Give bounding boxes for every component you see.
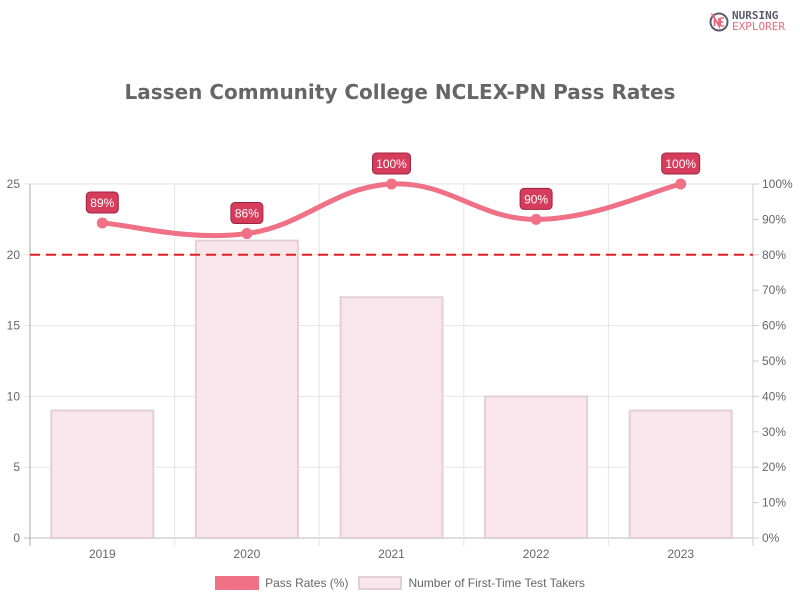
- x-tick-label: 2023: [667, 547, 694, 561]
- pass-rate-point-2021[interactable]: [386, 178, 397, 190]
- data-label-text: 100%: [665, 157, 696, 171]
- right-tick-label: 0%: [762, 531, 780, 545]
- x-tick-label: 2021: [378, 547, 405, 561]
- legend-label-pass-rates: Pass Rates (%): [265, 576, 349, 590]
- bar-2022[interactable]: [484, 395, 589, 539]
- left-tick-label: 25: [7, 177, 21, 191]
- right-tick-label: 70%: [762, 283, 786, 297]
- left-tick-label: 15: [7, 319, 21, 333]
- left-tick-label: 0: [13, 531, 20, 545]
- bar-2021[interactable]: [339, 296, 444, 539]
- right-tick-label: 40%: [762, 389, 786, 403]
- logo-line-2: EXPLORER: [732, 20, 785, 33]
- right-tick-label: 90%: [762, 212, 786, 226]
- data-label-text: 90%: [524, 192, 548, 206]
- data-label-text: 89%: [90, 196, 114, 210]
- pass-rate-point-2023[interactable]: [675, 178, 687, 190]
- pass-rate-point-2019[interactable]: [96, 217, 108, 229]
- nursing-explorer-logo: NURSING EXPLORER: [708, 8, 798, 36]
- right-tick-label: 100%: [762, 177, 793, 191]
- data-label-text: 100%: [376, 157, 407, 171]
- x-tick-label: 2022: [523, 547, 550, 561]
- data-label-text: 86%: [235, 207, 259, 221]
- right-tick-label: 80%: [762, 248, 786, 262]
- legend-item-test-takers[interactable]: Number of First-Time Test Takers: [358, 576, 585, 590]
- data-label-box: [372, 152, 411, 175]
- legend-item-pass-rates[interactable]: Pass Rates (%): [215, 576, 348, 590]
- data-labels: 89% 86% 100% 90% 100%: [85, 152, 701, 225]
- bar-series: [50, 239, 733, 539]
- data-label-box: [661, 152, 701, 175]
- left-tick-label: 20: [7, 248, 21, 262]
- bar-2023[interactable]: [628, 409, 733, 539]
- legend-swatch-line: [215, 576, 260, 590]
- x-tick-label: 2019: [89, 547, 116, 561]
- logo-line-1: NURSING: [732, 9, 779, 22]
- right-tick-label: 30%: [762, 425, 786, 439]
- logo-mark-icon: [709, 12, 729, 32]
- bar-2020[interactable]: [194, 239, 299, 539]
- right-tick-label: 10%: [762, 496, 786, 510]
- legend-swatch-bar: [358, 576, 403, 590]
- left-tick-label: 10: [7, 389, 21, 403]
- data-label-box: [85, 191, 119, 214]
- chart-title: Lassen Community College NCLEX-PN Pass R…: [124, 80, 676, 104]
- pass-rate-line: [99, 181, 684, 239]
- axes: 0 5 10 15 20 25 0% 10% 20% 30% 40% 50% 60% 70% 80% 90% 1…: [7, 177, 793, 561]
- pass-rate-point-2022[interactable]: [530, 213, 542, 225]
- left-tick-label: 5: [13, 460, 20, 474]
- right-tick-label: 60%: [762, 319, 786, 333]
- legend: Pass Rates (%) Number of First-Time Test…: [0, 576, 800, 590]
- legend-label-test-takers: Number of First-Time Test Takers: [408, 576, 585, 590]
- right-tick-label: 20%: [762, 460, 786, 474]
- data-label-box: [519, 187, 553, 210]
- line-series: [96, 178, 687, 240]
- data-label-box: [230, 202, 264, 225]
- x-tick-label: 2020: [234, 547, 261, 561]
- bar-2019[interactable]: [50, 409, 155, 539]
- logo-text: NURSING EXPLORER: [732, 10, 785, 32]
- right-tick-label: 50%: [762, 354, 786, 368]
- pass-rate-point-2020[interactable]: [241, 228, 253, 240]
